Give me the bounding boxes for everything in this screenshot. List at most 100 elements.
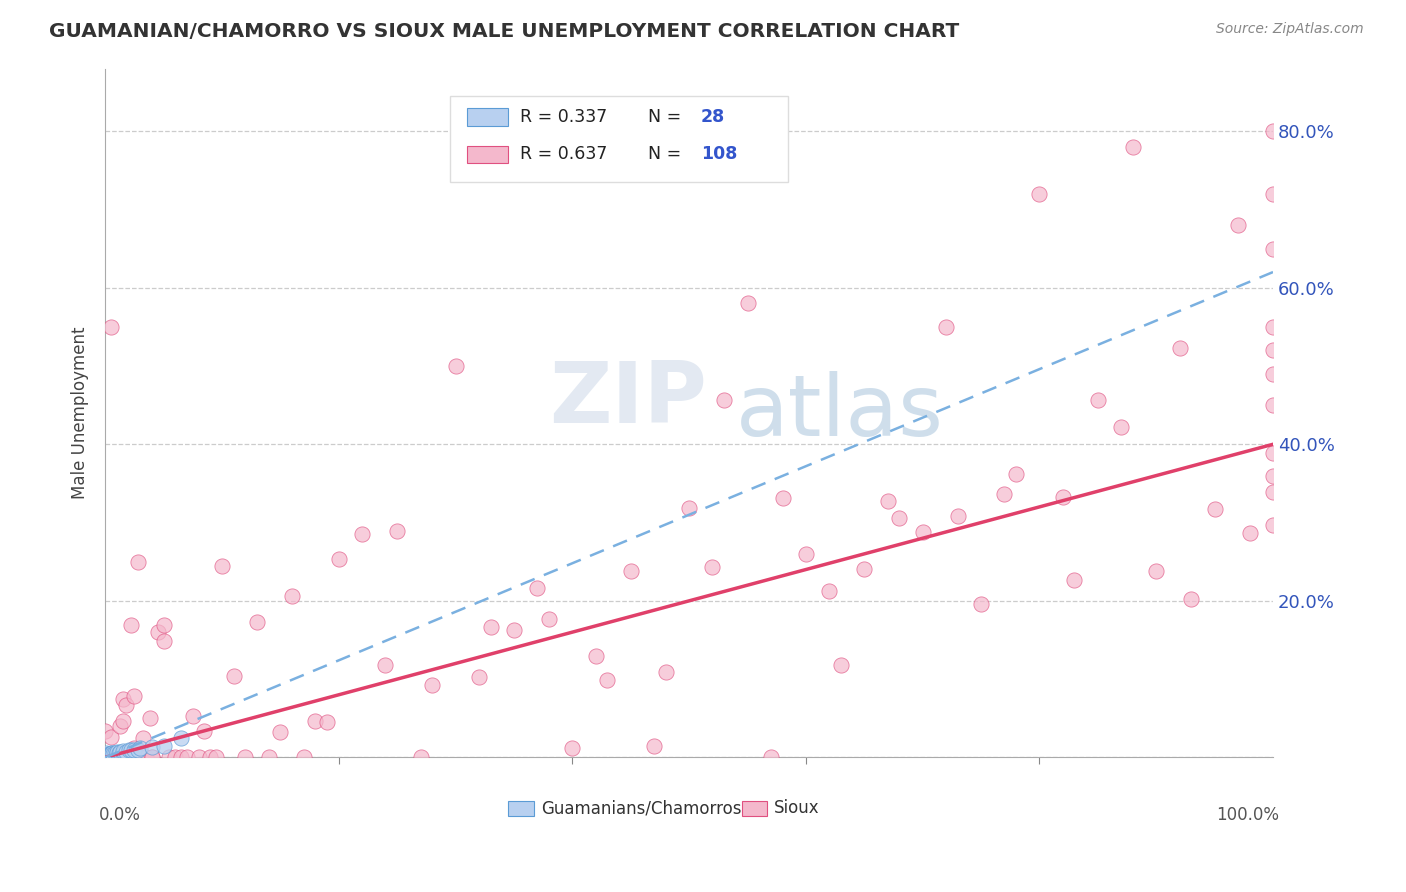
- Point: [141, 750, 163, 764]
- Point: [1227, 218, 1250, 232]
- Point: [292, 750, 315, 764]
- Text: Guamanians/Chamorros: Guamanians/Chamorros: [541, 799, 741, 817]
- Point: [187, 750, 209, 764]
- Point: [152, 633, 174, 648]
- Point: [713, 393, 735, 408]
- Point: [561, 741, 583, 756]
- Point: [193, 723, 215, 738]
- Point: [129, 750, 152, 764]
- Point: [946, 508, 969, 523]
- Point: [108, 746, 131, 760]
- Point: [96, 749, 118, 764]
- Point: [115, 745, 138, 759]
- Point: [1204, 502, 1226, 516]
- Text: GUAMANIAN/CHAMORRO VS SIOUX MALE UNEMPLOYMENT CORRELATION CHART: GUAMANIAN/CHAMORRO VS SIOUX MALE UNEMPLO…: [49, 22, 959, 41]
- Point: [165, 750, 187, 764]
- Point: [409, 750, 432, 764]
- Point: [970, 597, 993, 611]
- Point: [503, 624, 526, 638]
- Point: [131, 731, 153, 745]
- Point: [110, 718, 132, 732]
- Point: [444, 359, 467, 373]
- Point: [108, 750, 131, 764]
- Point: [94, 748, 117, 763]
- Point: [537, 612, 560, 626]
- Point: [281, 590, 304, 604]
- Point: [655, 665, 678, 679]
- Point: [1261, 485, 1284, 500]
- Point: [993, 487, 1015, 501]
- Point: [1261, 398, 1284, 412]
- Point: [246, 615, 269, 629]
- Text: N =: N =: [648, 108, 682, 126]
- Point: [1261, 367, 1284, 381]
- Point: [152, 739, 174, 753]
- Point: [117, 742, 139, 756]
- Point: [620, 564, 643, 578]
- Text: R = 0.337: R = 0.337: [520, 108, 607, 126]
- Point: [120, 742, 142, 756]
- Text: Source: ZipAtlas.com: Source: ZipAtlas.com: [1216, 22, 1364, 37]
- Point: [111, 746, 134, 760]
- Point: [222, 669, 245, 683]
- Point: [181, 709, 204, 723]
- Point: [98, 747, 121, 762]
- Bar: [742, 801, 768, 816]
- Point: [170, 750, 193, 764]
- Point: [759, 750, 782, 764]
- Point: [385, 524, 408, 538]
- Point: [135, 750, 157, 764]
- Point: [1168, 341, 1191, 355]
- Point: [200, 750, 222, 764]
- Point: [1180, 592, 1202, 607]
- Point: [105, 745, 128, 759]
- Point: [876, 494, 898, 508]
- Point: [100, 731, 122, 745]
- Point: [115, 698, 138, 712]
- Point: [1261, 124, 1284, 138]
- Point: [830, 658, 852, 673]
- Point: [328, 552, 350, 566]
- Point: [94, 747, 117, 762]
- Point: [111, 691, 134, 706]
- Bar: [467, 109, 508, 126]
- Point: [146, 624, 169, 639]
- Point: [94, 750, 117, 764]
- Point: [794, 548, 817, 562]
- Point: [94, 723, 117, 738]
- Point: [97, 747, 120, 762]
- Point: [889, 511, 911, 525]
- Point: [1109, 420, 1132, 434]
- Text: atlas: atlas: [735, 371, 943, 454]
- Point: [103, 747, 125, 762]
- Point: [124, 741, 146, 756]
- Point: [141, 750, 163, 764]
- Point: [103, 750, 125, 764]
- Text: R = 0.637: R = 0.637: [520, 145, 607, 163]
- Point: [352, 526, 374, 541]
- Point: [105, 750, 128, 764]
- Point: [159, 750, 181, 764]
- Point: [1063, 573, 1085, 587]
- Point: [1261, 242, 1284, 256]
- Point: [1261, 319, 1284, 334]
- Point: [101, 747, 124, 761]
- Point: [1261, 186, 1284, 201]
- Point: [111, 744, 134, 758]
- Point: [596, 673, 619, 688]
- Point: [96, 747, 118, 762]
- Point: [105, 750, 128, 764]
- Y-axis label: Male Unemployment: Male Unemployment: [72, 326, 89, 500]
- Point: [479, 620, 502, 634]
- Point: [269, 724, 291, 739]
- Point: [911, 524, 934, 539]
- Point: [141, 740, 163, 755]
- Point: [585, 649, 607, 664]
- FancyBboxPatch shape: [450, 96, 789, 182]
- Text: 28: 28: [700, 108, 725, 126]
- Point: [205, 750, 228, 764]
- Point: [110, 745, 132, 759]
- Point: [935, 319, 957, 334]
- Point: [1005, 467, 1028, 481]
- Point: [176, 750, 198, 764]
